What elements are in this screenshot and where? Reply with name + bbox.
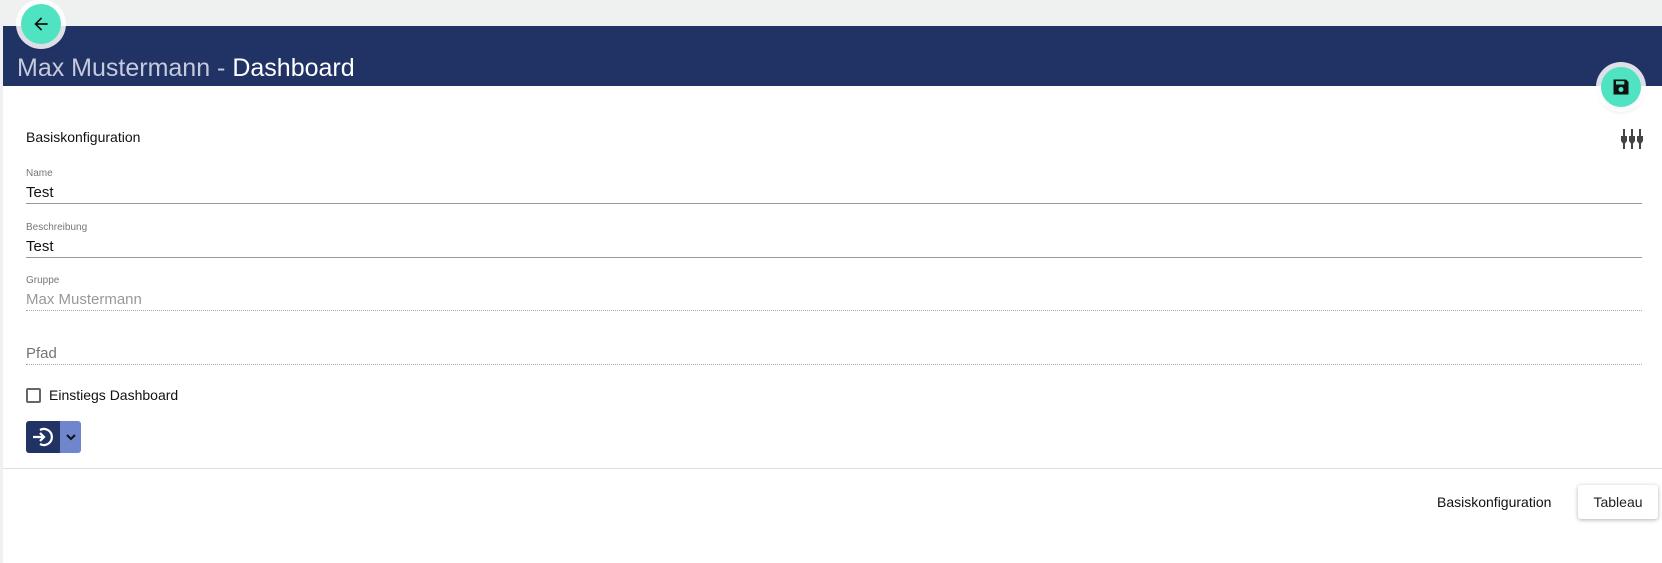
chevron-down-icon [65,434,76,441]
einstiegs-dashboard-checkbox[interactable]: Einstiegs Dashboard [26,387,178,403]
action-button-group [26,421,81,453]
save-button[interactable] [1601,67,1641,107]
dropdown-toggle[interactable] [60,421,81,453]
left-strip [0,26,3,563]
sign-in-icon [33,427,53,447]
footer-divider [3,468,1662,469]
sliders-icon[interactable] [1620,127,1644,156]
gruppe-input [26,289,1642,310]
floppy-disk-icon [1613,79,1629,95]
top-strip [0,0,1662,26]
pfad-input [26,343,1642,364]
page-title: Max Mustermann - Dashboard [17,54,355,82]
header-bar [3,26,1662,86]
gruppe-label: Gruppe [26,275,60,286]
beschreibung-field[interactable]: Beschreibung [26,222,1642,258]
beschreibung-label: Beschreibung [26,222,88,233]
name-input[interactable] [26,182,1642,203]
pfad-field [26,329,1642,365]
beschreibung-input[interactable] [26,236,1642,257]
checkbox-box[interactable] [26,387,41,403]
back-button[interactable] [21,4,61,44]
tab-basiskonfiguration[interactable]: Basiskonfiguration [1437,494,1552,510]
tab-tableau[interactable]: Tableau [1578,485,1658,519]
arrow-left-icon [34,17,48,31]
sign-in-button[interactable] [26,421,60,453]
gruppe-field: Gruppe [26,275,1642,311]
section-title: Basiskonfiguration [26,129,141,145]
name-field[interactable]: Name [26,168,1642,204]
checkbox-label: Einstiegs Dashboard [49,387,179,403]
name-label: Name [26,168,53,179]
